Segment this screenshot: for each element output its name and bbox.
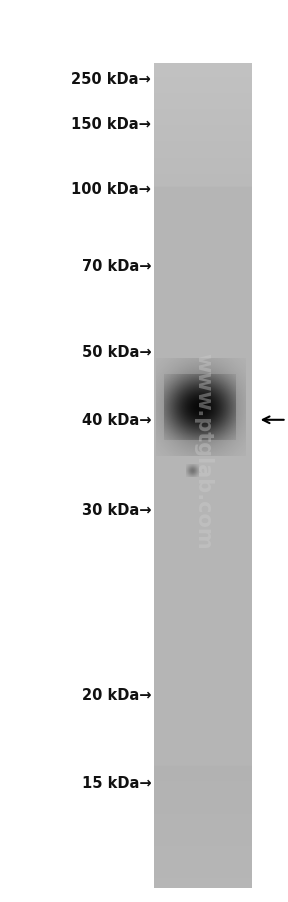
- Text: 40 kDa→: 40 kDa→: [82, 413, 151, 428]
- Text: 100 kDa→: 100 kDa→: [71, 182, 151, 197]
- Text: 250 kDa→: 250 kDa→: [71, 72, 151, 87]
- Text: 15 kDa→: 15 kDa→: [82, 776, 151, 790]
- Text: 30 kDa→: 30 kDa→: [82, 502, 151, 517]
- Text: www.ptglab.com: www.ptglab.com: [193, 353, 213, 549]
- Text: 150 kDa→: 150 kDa→: [71, 117, 151, 132]
- Text: 70 kDa→: 70 kDa→: [82, 259, 151, 273]
- Text: 50 kDa→: 50 kDa→: [82, 345, 151, 359]
- Text: 20 kDa→: 20 kDa→: [82, 687, 151, 702]
